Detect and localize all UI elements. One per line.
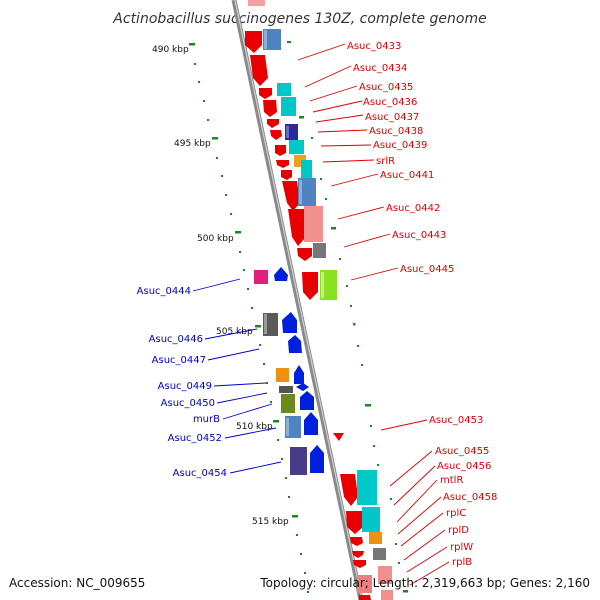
genome-backbone [231, 0, 364, 600]
gene-label: Asuc_0434 [353, 63, 407, 74]
track-features-reverse [254, 267, 324, 475]
gene-label: Asuc_0438 [369, 126, 423, 137]
ruler-ticks-left [189, 43, 309, 593]
map-title: Actinobacillus succinogenes 130Z, comple… [112, 11, 486, 27]
ruler-label: 490 kbp [152, 45, 189, 55]
track-features-inner [245, 0, 372, 600]
gene-label: Asuc_0458 [443, 492, 497, 503]
ruler-label: 515 kbp [252, 517, 289, 527]
gene-label: Asuc_0439 [373, 140, 427, 151]
forward-gene-labels: Asuc_0433 Asuc_0434 Asuc_0435 Asuc_0436 … [347, 41, 497, 568]
ruler-label: 500 kbp [197, 234, 234, 244]
gene-label: Asuc_0442 [386, 203, 440, 214]
gene-label: Asuc_0452 [168, 433, 222, 444]
gene-label: rplC [446, 508, 466, 519]
gene-label: Asuc_0450 [161, 398, 215, 409]
ruler-label: 505 kbp [216, 327, 253, 337]
gene-label: srlR [376, 156, 395, 167]
gene-label: Asuc_0455 [435, 446, 489, 457]
gene-label: Asuc_0444 [137, 286, 191, 297]
gene-label: Asuc_0445 [400, 264, 454, 275]
gene-label: Asuc_0443 [392, 230, 446, 241]
gene-label: rplB [452, 557, 472, 568]
ruler-ticks-right [276, 40, 408, 593]
label-leader-lines [192, 43, 450, 586]
gene-label: murB [193, 414, 220, 425]
gene-label: rplD [448, 525, 469, 536]
gene-label: Asuc_0435 [359, 82, 413, 93]
gene-label: Asuc_0433 [347, 41, 401, 52]
gene-label: Asuc_0456 [437, 461, 491, 472]
genome-summary-text: Topology: circular; Length: 2,319,663 bp… [259, 576, 590, 590]
genome-backbone-highlight [234, 0, 363, 600]
ruler-labels: 490 kbp 495 kbp 500 kbp 505 kbp 510 kbp … [152, 45, 289, 527]
accession-text: Accession: NC_009655 [9, 576, 145, 590]
gene-label: Asuc_0437 [365, 112, 419, 123]
ruler-label: 510 kbp [236, 422, 273, 432]
gene-label: Asuc_0449 [158, 381, 212, 392]
gene-label: Asuc_0441 [380, 170, 434, 181]
gene-label: Asuc_0446 [149, 334, 203, 345]
gene-label: Asuc_0436 [363, 97, 417, 108]
ruler-label: 495 kbp [174, 139, 211, 149]
gene-label: rplW [450, 542, 473, 553]
gene-label: mtlR [440, 475, 463, 486]
track-features-outer [263, 29, 393, 600]
gene-label: Asuc_0454 [173, 468, 227, 479]
gene-label: Asuc_0447 [152, 355, 206, 366]
gene-label: Asuc_0453 [429, 415, 483, 426]
reverse-gene-labels: Asuc_0444 Asuc_0446 Asuc_0447 Asuc_0449 … [137, 286, 227, 479]
